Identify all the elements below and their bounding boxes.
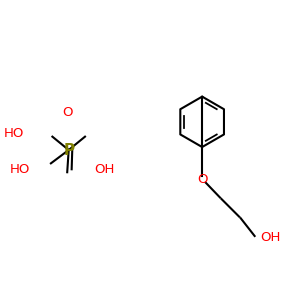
Text: OH: OH <box>94 163 114 176</box>
Text: O: O <box>197 173 207 186</box>
Text: O: O <box>62 106 73 119</box>
Text: OH: OH <box>260 231 280 244</box>
Text: P: P <box>63 142 74 158</box>
Text: HO: HO <box>4 127 24 140</box>
Text: HO: HO <box>10 163 30 176</box>
